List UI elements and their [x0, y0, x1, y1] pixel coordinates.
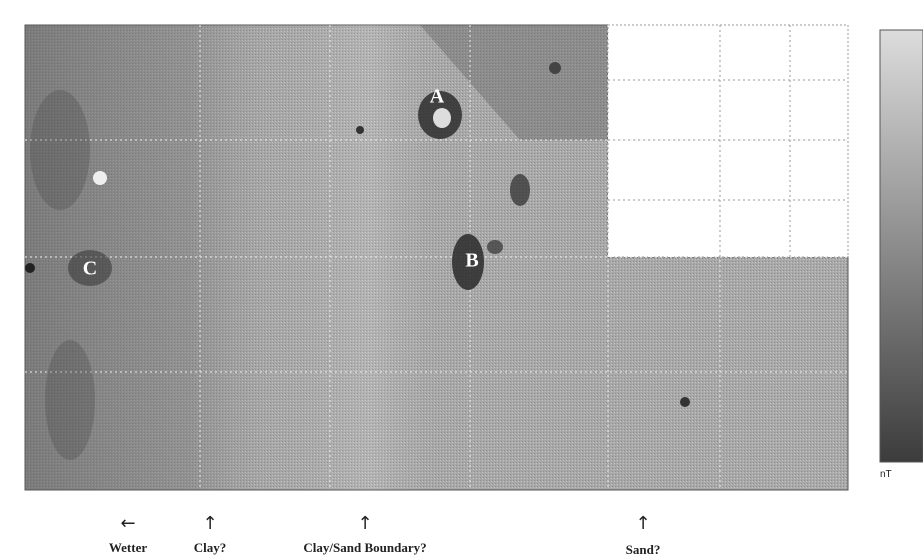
feature-label: C	[83, 258, 97, 280]
annotation-arrow: ↑	[202, 513, 217, 534]
annotation-arrow: ↑	[635, 513, 650, 534]
survey-grid	[24, 24, 849, 491]
annotation-text: Wetter	[109, 540, 147, 555]
legend: nT	[879, 29, 923, 480]
annotation-arrow: ↑	[357, 513, 372, 534]
feature-label: B	[465, 250, 478, 272]
feature-label: A	[430, 86, 445, 108]
legend-scale	[879, 29, 923, 463]
legend-unit: nT	[880, 469, 892, 480]
annotation-text: Clay/Sand Boundary?	[303, 540, 426, 555]
annotation-text: Sand?	[626, 542, 661, 557]
annotation-arrow: ←	[120, 513, 135, 534]
annotation-text: Clay?	[194, 540, 227, 555]
